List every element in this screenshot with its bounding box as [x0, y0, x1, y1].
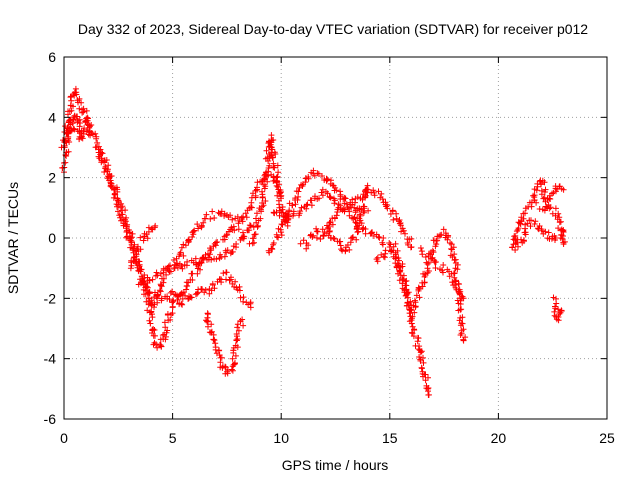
series-trace-k: [270, 186, 394, 250]
y-tick-label: -2: [44, 290, 57, 306]
y-axis-label: SDTVAR / TECUs: [5, 182, 21, 294]
x-tick-label: 0: [60, 430, 68, 446]
data-point-markers: [510, 217, 567, 250]
series-trace-d: [127, 222, 159, 272]
series-trace-u: [550, 294, 565, 324]
data-point-markers: [246, 132, 292, 247]
y-tick-label: 0: [48, 230, 56, 246]
series-trace-l: [265, 167, 372, 256]
data-point-markers: [270, 186, 394, 250]
series-trace-n: [319, 182, 415, 255]
x-tick-label: 5: [169, 430, 177, 446]
x-axis-label: GPS time / hours: [282, 457, 389, 473]
series-trace-c: [93, 143, 176, 351]
data-point-markers: [536, 202, 568, 247]
y-tick-label: -4: [44, 351, 57, 367]
data-point-markers: [417, 245, 467, 302]
series-trace-i: [169, 168, 285, 306]
data-point-markers: [93, 143, 176, 351]
data-point-markers: [390, 226, 469, 344]
series-trace-t: [536, 202, 568, 247]
series-trace-f: [151, 269, 254, 311]
y-tick-label: 6: [48, 49, 56, 65]
data-points: [58, 85, 568, 398]
data-point-markers: [203, 310, 247, 377]
tick-labels: 0 5 10 15 20 25 -6 -4 -2 0 2 4 6: [44, 49, 615, 446]
data-point-markers: [319, 182, 415, 255]
x-tick-label: 20: [491, 430, 507, 446]
series-trace-h: [157, 208, 241, 288]
data-point-markers: [169, 168, 285, 306]
data-point-markers: [157, 208, 241, 288]
series-trace-p: [390, 226, 469, 344]
x-tick-label: 10: [273, 430, 289, 446]
series-trace-g: [203, 310, 247, 377]
series-trace-q: [417, 245, 467, 302]
y-tick-label: 2: [48, 170, 56, 186]
data-point-markers: [550, 294, 565, 324]
chart-title: Day 332 of 2023, Sidereal Day-to-day VTE…: [78, 21, 588, 37]
y-tick-label: -6: [44, 411, 57, 427]
data-point-markers: [265, 167, 372, 256]
x-tick-label: 15: [382, 430, 398, 446]
series-trace-j: [246, 132, 292, 247]
tick-marks: [63, 56, 608, 420]
y-tick-label: 4: [48, 109, 56, 125]
x-tick-label: 25: [599, 430, 615, 446]
data-point-markers: [127, 222, 159, 272]
data-point-markers: [151, 269, 254, 311]
series-trace-s: [510, 217, 567, 250]
